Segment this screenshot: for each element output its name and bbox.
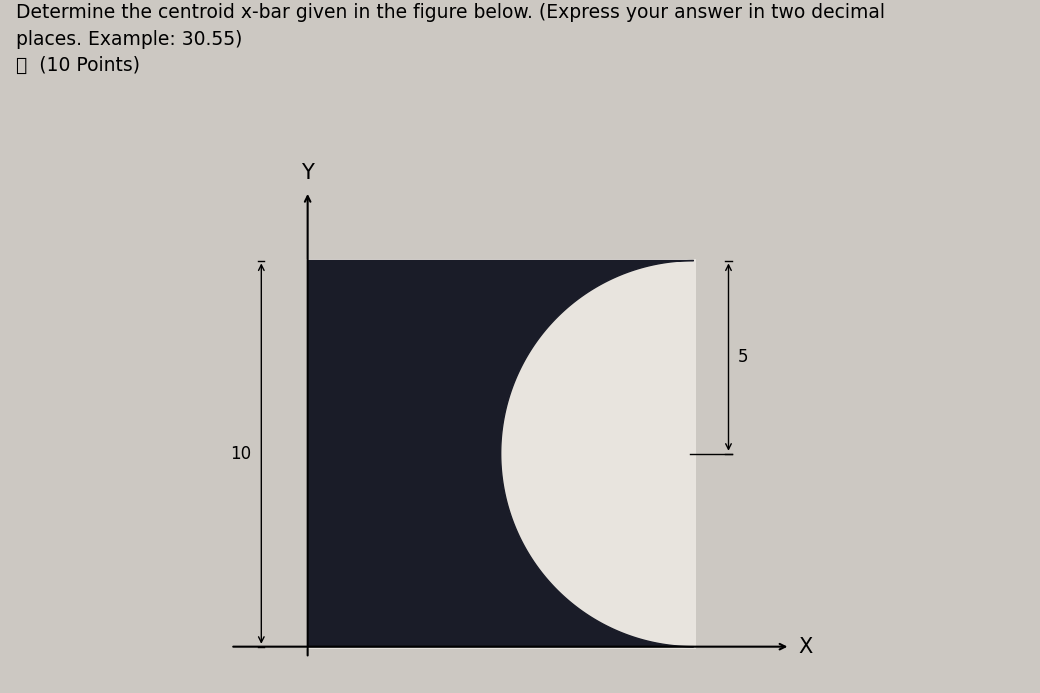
Text: X: X	[798, 637, 812, 657]
Text: 5: 5	[738, 348, 749, 366]
FancyBboxPatch shape	[306, 258, 696, 649]
Text: Y: Y	[302, 164, 314, 184]
Text: 10: 10	[231, 445, 252, 463]
Text: Determine the centroid x-bar given in the figure below. (Express your answer in : Determine the centroid x-bar given in th…	[16, 3, 885, 75]
Polygon shape	[308, 261, 694, 647]
